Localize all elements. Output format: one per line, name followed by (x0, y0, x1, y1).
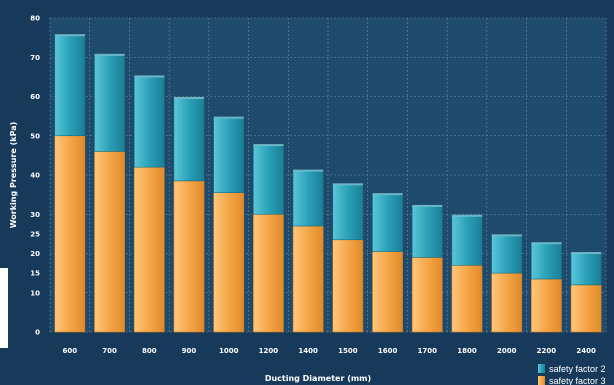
y-tick-label: 15 (30, 270, 40, 278)
bar-safety-factor-3-900 (173, 180, 205, 333)
y-tick-label: 0 (35, 329, 40, 337)
x-tick-label: 800 (142, 347, 157, 355)
bar-safety-factor-3-600 (54, 135, 86, 333)
bar-safety-factor-3-800 (133, 166, 165, 333)
y-tick-label: 20 (30, 250, 40, 258)
bar-top-highlight (412, 204, 443, 207)
y-tick-label: 25 (30, 230, 40, 238)
y-tick-label: 70 (30, 54, 40, 62)
bar-safety-factor-2-900 (173, 98, 205, 182)
bar-top-highlight (491, 234, 522, 237)
x-tick-label: 700 (102, 347, 117, 355)
bar-safety-factor-2-1500 (332, 184, 364, 241)
bar-top-highlight (372, 193, 403, 196)
bar-safety-factor-3-700 (94, 151, 125, 333)
legend: safety factor 2 safety factor 3 (538, 364, 606, 385)
y-tick-label: 80 (30, 15, 40, 23)
x-tick-label: 900 (182, 347, 197, 355)
x-tick-label: 1800 (457, 347, 477, 355)
bar-safety-factor-3-1600 (372, 251, 403, 333)
legend-swatch-safety-factor-2 (538, 364, 545, 373)
bar-top-highlight (531, 242, 562, 245)
x-axis-title: Ducting Diameter (mm) (265, 374, 371, 383)
bar-top-highlight (293, 169, 324, 172)
x-tick-label: 1200 (259, 347, 279, 355)
bar-top-highlight (571, 252, 602, 254)
bar-safety-factor-3-2000 (491, 272, 523, 333)
bar-top-highlight (173, 96, 205, 99)
y-tick-label: 10 (30, 289, 40, 297)
y-axis-title: Working Pressure (kPa) (9, 122, 18, 229)
bar-safety-factor-3-2200 (531, 278, 562, 333)
bar-safety-factor-2-1800 (451, 215, 483, 266)
x-tick-label: 2000 (497, 347, 517, 355)
bar-safety-factor-3-1000 (213, 192, 245, 333)
bar-safety-factor-2-1700 (411, 206, 443, 258)
bar-safety-factor-2-700 (94, 54, 125, 152)
bar-top-highlight (134, 75, 165, 78)
legend-label-safety-factor-3: safety factor 3 (549, 376, 606, 385)
y-tick-label: 60 (30, 93, 40, 101)
y-tick-label: 30 (30, 211, 40, 219)
y-tick-label: 40 (30, 172, 40, 180)
bar-safety-factor-2-600 (54, 35, 86, 137)
bar-safety-factor-2-1400 (292, 170, 324, 227)
bar-safety-factor-2-2400 (570, 253, 602, 286)
bar-safety-factor-2-1600 (372, 194, 403, 252)
bar-safety-factor-3-1200 (253, 213, 284, 333)
bar-safety-factor-2-1200 (253, 145, 284, 215)
bar-safety-factor-3-1500 (332, 239, 364, 333)
y-axis-white-edge (0, 268, 8, 348)
y-tick-label: 50 (30, 132, 40, 140)
bar-safety-factor-2-2200 (531, 243, 562, 280)
legend-swatch-safety-factor-3 (538, 376, 545, 385)
legend-label-safety-factor-2: safety factor 2 (549, 364, 606, 374)
bar-top-highlight (253, 144, 284, 147)
bar-safety-factor-3-2400 (570, 284, 602, 333)
bar-top-highlight (54, 34, 85, 37)
x-tick-label: 600 (63, 347, 78, 355)
bar-top-highlight (94, 53, 125, 56)
bars (54, 34, 602, 333)
bar-safety-factor-3-1400 (292, 225, 324, 333)
bar-safety-factor-2-2000 (491, 235, 523, 274)
x-tick-label: 2400 (576, 347, 596, 355)
bar-top-highlight (451, 214, 483, 217)
x-tick-label: 1600 (378, 347, 398, 355)
bar-top-highlight (213, 116, 244, 119)
bar-safety-factor-3-1800 (451, 264, 483, 333)
bar-safety-factor-2-800 (133, 76, 165, 168)
x-tick-label: 1400 (298, 347, 318, 355)
x-tick-label: 2200 (537, 347, 557, 355)
x-tick-label: 1700 (418, 347, 438, 355)
bar-top-highlight (332, 183, 363, 186)
x-tick-label: 1500 (338, 347, 358, 355)
y-tick-labels: 0 10 15 20 25 30 40 50 60 70 80 (30, 15, 40, 337)
bar-safety-factor-3-1700 (411, 257, 443, 333)
x-tick-label: 1000 (219, 347, 239, 355)
bar-safety-factor-2-1000 (213, 117, 245, 193)
x-tick-labels: 600 700 800 900 1000 1200 1400 1500 1600 1700 1800… (63, 347, 596, 355)
